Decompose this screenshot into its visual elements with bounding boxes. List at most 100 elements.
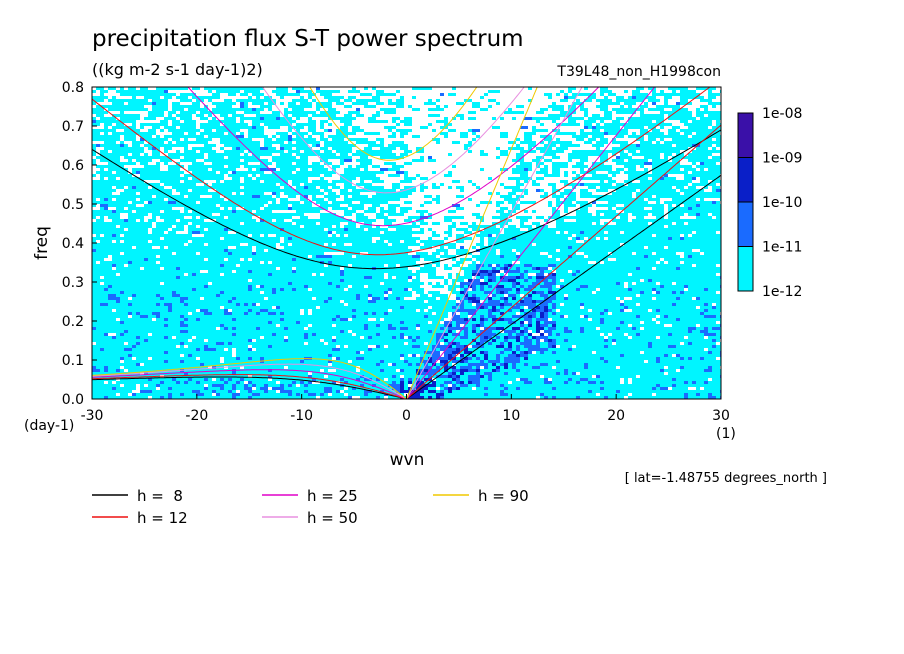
heatmap-cell bbox=[204, 204, 208, 207]
heatmap-cell bbox=[596, 105, 604, 108]
heatmap-cell bbox=[252, 123, 256, 126]
heatmap-cell bbox=[216, 246, 220, 249]
heatmap-cell bbox=[296, 87, 304, 90]
heatmap-cell bbox=[604, 222, 608, 225]
heatmap-cell bbox=[696, 231, 700, 234]
heatmap-cell bbox=[320, 216, 324, 219]
heatmap-cell bbox=[560, 180, 568, 183]
heatmap-cell bbox=[428, 159, 436, 162]
heatmap-cell bbox=[316, 144, 320, 147]
heatmap-cell bbox=[660, 111, 668, 114]
heatmap-cell bbox=[688, 249, 692, 252]
heatmap-cell bbox=[196, 195, 200, 198]
heatmap-cell bbox=[372, 165, 380, 168]
heatmap-cell bbox=[612, 153, 616, 156]
heatmap-cell bbox=[248, 240, 252, 243]
heatmap-cell bbox=[412, 243, 420, 246]
heatmap-cell bbox=[432, 183, 436, 186]
heatmap-cell bbox=[216, 231, 224, 234]
heatmap-cell bbox=[120, 87, 124, 90]
heatmap-cell bbox=[128, 222, 132, 225]
heatmap-cell bbox=[664, 123, 668, 126]
heatmap-cell bbox=[128, 177, 132, 180]
heatmap-cell bbox=[636, 252, 640, 255]
heatmap-cell bbox=[696, 126, 704, 129]
heatmap-cell bbox=[164, 126, 168, 129]
heatmap-cell bbox=[284, 243, 288, 246]
heatmap-cell bbox=[500, 153, 508, 156]
heatmap-cell bbox=[488, 255, 492, 258]
heatmap-cell bbox=[268, 249, 272, 252]
heatmap-cell bbox=[244, 219, 248, 222]
heatmap-cell bbox=[376, 231, 380, 234]
heatmap-cell bbox=[704, 105, 708, 108]
heatmap-cell bbox=[448, 231, 452, 234]
heatmap-cell bbox=[280, 225, 284, 228]
heatmap-cell bbox=[624, 126, 628, 129]
heatmap-cell bbox=[316, 108, 320, 111]
heatmap-cell bbox=[432, 129, 436, 132]
heatmap-cell bbox=[360, 183, 364, 186]
heatmap-cell bbox=[404, 255, 412, 258]
heatmap-cell bbox=[500, 246, 504, 249]
heatmap-cell bbox=[240, 189, 244, 192]
heatmap-cell bbox=[116, 159, 120, 162]
heatmap-cell bbox=[508, 246, 512, 249]
heatmap-cell bbox=[192, 132, 196, 135]
heatmap-cell bbox=[276, 90, 280, 93]
heatmap-cell bbox=[240, 99, 244, 102]
heatmap-cell bbox=[412, 177, 416, 180]
heatmap-cell bbox=[200, 171, 204, 174]
heatmap-cell bbox=[572, 225, 576, 228]
heatmap-cell bbox=[236, 252, 240, 255]
heatmap-cell bbox=[452, 93, 456, 96]
heatmap-cell bbox=[296, 108, 304, 111]
heatmap-cell bbox=[668, 177, 672, 180]
heatmap-cell bbox=[608, 213, 612, 216]
heatmap-cell bbox=[164, 99, 168, 102]
heatmap-cell bbox=[660, 210, 664, 213]
heatmap-cell bbox=[148, 159, 152, 162]
heatmap-cell bbox=[620, 195, 624, 198]
heatmap-cell bbox=[368, 201, 372, 204]
heatmap-cell bbox=[700, 228, 704, 231]
heatmap-cell bbox=[644, 213, 648, 216]
heatmap-cell bbox=[232, 216, 240, 219]
heatmap-cell bbox=[672, 225, 676, 228]
heatmap-cell bbox=[596, 135, 604, 138]
heatmap-cell bbox=[668, 150, 672, 153]
heatmap-cell bbox=[180, 243, 184, 246]
heatmap-cell bbox=[552, 156, 556, 159]
heatmap-cell bbox=[568, 159, 572, 162]
heatmap-cell bbox=[712, 240, 716, 243]
heatmap-cell bbox=[140, 210, 144, 213]
heatmap-cell bbox=[384, 222, 388, 225]
heatmap-cell bbox=[384, 237, 388, 240]
heatmap-cell bbox=[660, 186, 664, 189]
heatmap-cell bbox=[712, 111, 716, 114]
heatmap-cell bbox=[596, 147, 600, 150]
heatmap-cell bbox=[584, 87, 588, 90]
heatmap-cell bbox=[228, 186, 232, 189]
heatmap-cell bbox=[140, 243, 144, 246]
heatmap-cell bbox=[380, 210, 384, 213]
heatmap-cell bbox=[128, 192, 132, 195]
heatmap-cell bbox=[164, 240, 172, 243]
heatmap-cell bbox=[352, 144, 356, 147]
heatmap-cell bbox=[200, 174, 204, 177]
heatmap-cell bbox=[616, 159, 620, 162]
heatmap-cell bbox=[288, 141, 292, 144]
heatmap-cell bbox=[344, 126, 348, 129]
heatmap-cell bbox=[284, 198, 288, 201]
heatmap-cell bbox=[108, 159, 116, 162]
heatmap-cell bbox=[148, 189, 156, 192]
heatmap-cell bbox=[644, 201, 648, 204]
heatmap-cell bbox=[104, 138, 108, 141]
heatmap-cell bbox=[636, 144, 640, 147]
heatmap-cell bbox=[212, 255, 220, 258]
heatmap-cell bbox=[628, 126, 632, 129]
heatmap-cell bbox=[204, 111, 208, 114]
heatmap-cell bbox=[168, 222, 172, 225]
heatmap-cell bbox=[700, 195, 708, 198]
heatmap-cell bbox=[592, 135, 596, 138]
